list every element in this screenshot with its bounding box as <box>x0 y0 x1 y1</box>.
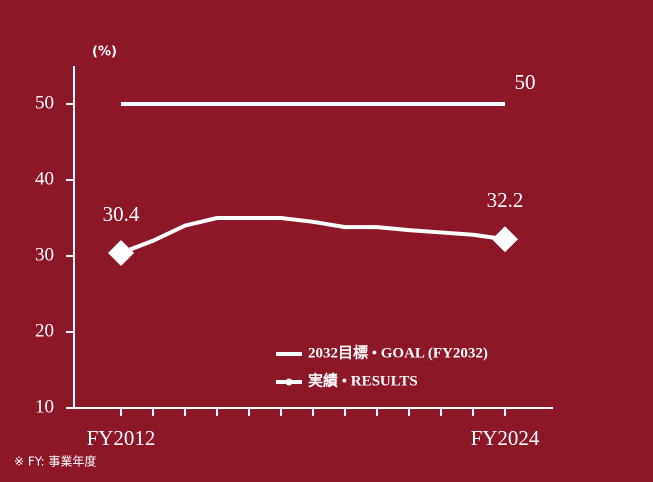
results-line <box>120 216 506 255</box>
x-tick-label: FY2012 <box>87 426 156 450</box>
y-unit-label: (%) <box>92 45 117 60</box>
footnote: ※ FY: 事業年度 <box>14 454 96 469</box>
value-label: 32.2 <box>487 188 524 212</box>
y-tick-label: 30 <box>35 244 54 265</box>
legend-label: 実績 • RESULTS <box>308 371 418 389</box>
legend-marker <box>285 378 293 386</box>
value-label: 50 <box>515 70 536 94</box>
x-tick-label: FY2024 <box>471 426 540 450</box>
y-tick-label: 10 <box>35 396 54 417</box>
y-tick-label: 50 <box>35 92 54 113</box>
value-label: 30.4 <box>103 202 140 226</box>
y-tick-label: 40 <box>35 168 54 189</box>
y-tick-label: 20 <box>35 320 54 341</box>
legend-label: 2032目標 • GOAL (FY2032) <box>308 343 488 361</box>
results-marker <box>492 226 518 253</box>
results-marker <box>108 239 134 266</box>
